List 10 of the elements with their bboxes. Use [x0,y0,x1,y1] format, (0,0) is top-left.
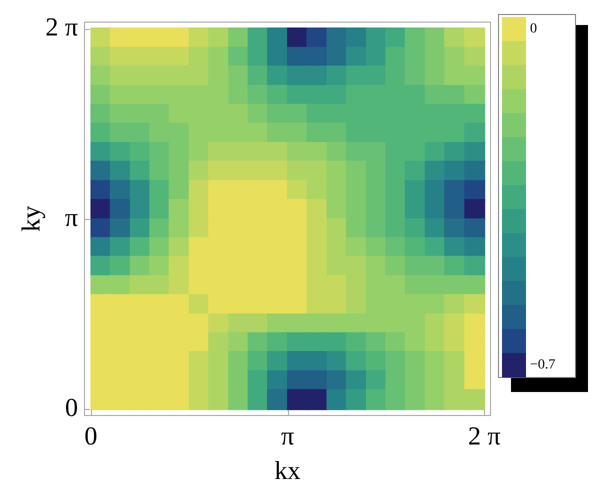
y-tick-label: 2 π [45,12,78,42]
x-tick-label: 0 [84,421,98,450]
y-tick-label: 0 [65,393,78,422]
y-axis-title: ky [16,206,46,232]
y-tick-label: π [64,202,78,232]
color-bar-label: −0.7 [530,358,556,373]
x-tick-label: π [281,421,294,450]
color-bar-label: 0 [530,22,537,37]
x-tick-label: 2 π [468,421,501,450]
x-axis-title: kx [274,456,300,486]
